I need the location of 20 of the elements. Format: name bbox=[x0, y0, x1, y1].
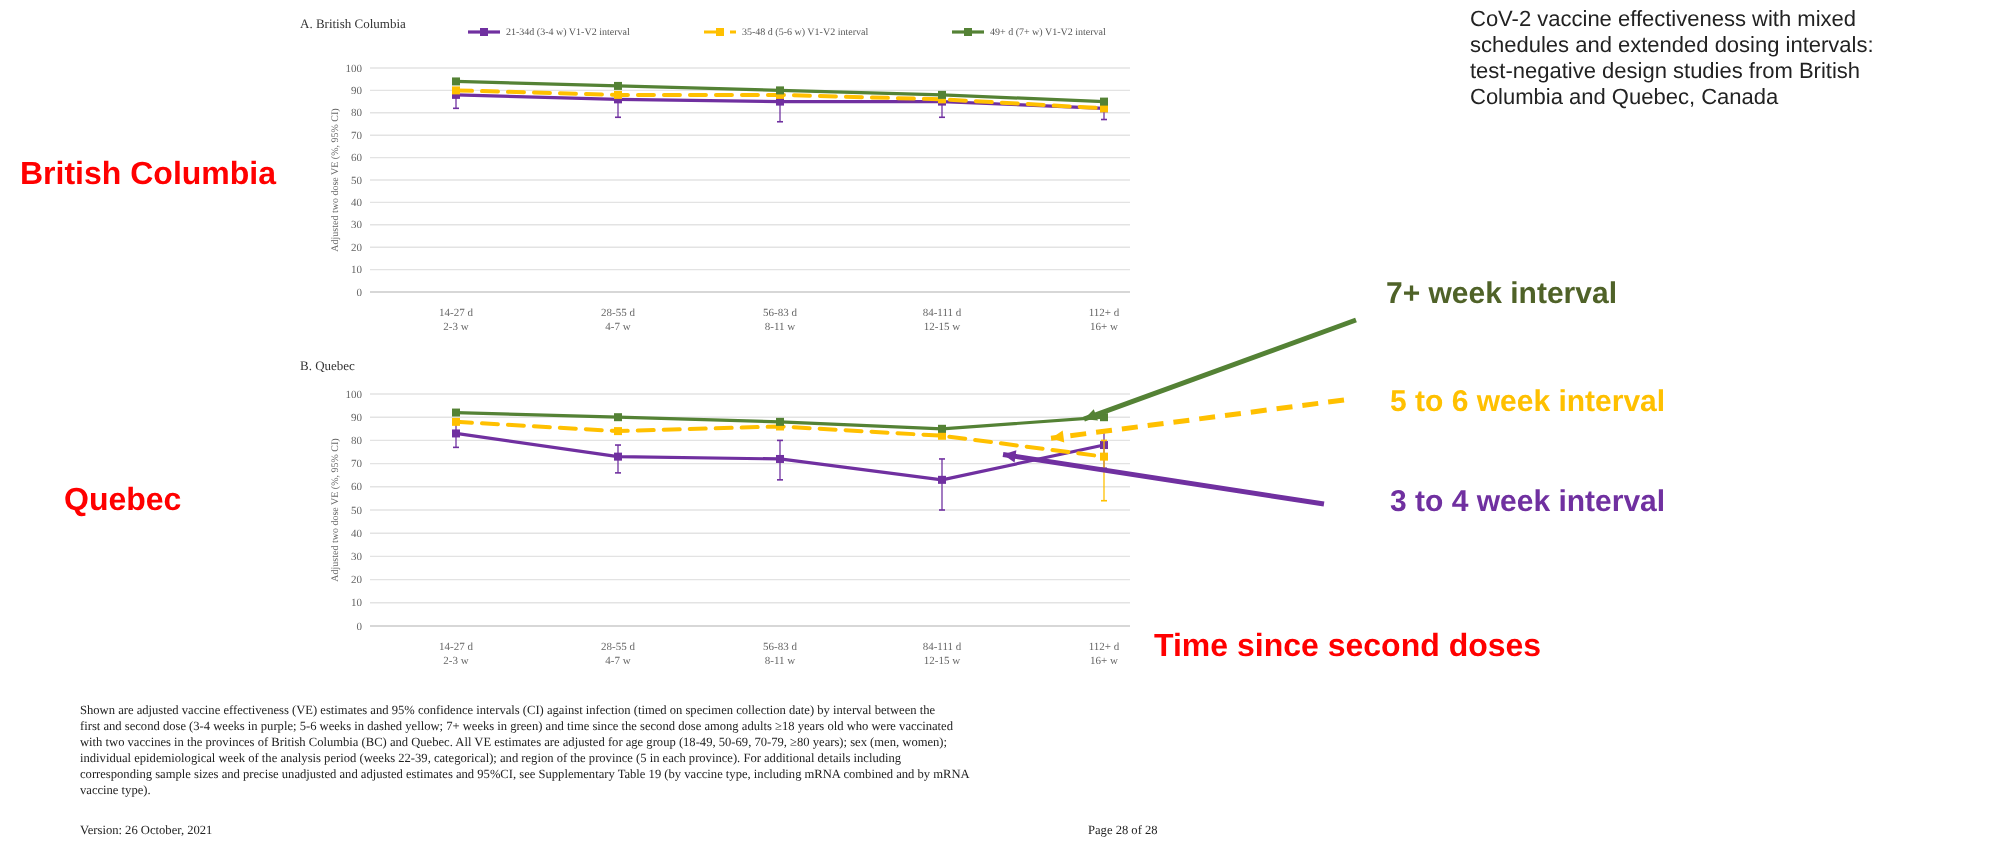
text: Quebec bbox=[64, 484, 182, 518]
point bbox=[452, 77, 460, 86]
point bbox=[614, 81, 622, 90]
point bbox=[614, 427, 622, 436]
point bbox=[614, 413, 622, 422]
text: 5 to 6 week interval bbox=[1390, 384, 1666, 419]
point bbox=[1100, 452, 1108, 461]
x-axis-title: Time since second doses bbox=[1154, 630, 1542, 664]
point bbox=[938, 424, 946, 433]
point bbox=[938, 475, 946, 484]
point bbox=[614, 452, 622, 461]
point bbox=[452, 429, 460, 438]
text: 7+ week interval bbox=[1386, 276, 1617, 311]
point bbox=[776, 417, 784, 426]
point bbox=[452, 408, 460, 417]
text: 3 to 4 week interval bbox=[1390, 484, 1666, 519]
point bbox=[776, 454, 784, 463]
text: British Columbia bbox=[20, 158, 277, 192]
point bbox=[452, 417, 460, 426]
text: CoV-2 vaccine effectiveness with mixed schedules and extended dosing intervals: test-negative design studies from British Columbia and Quebec, Canada bbox=[1470, 8, 1874, 110]
